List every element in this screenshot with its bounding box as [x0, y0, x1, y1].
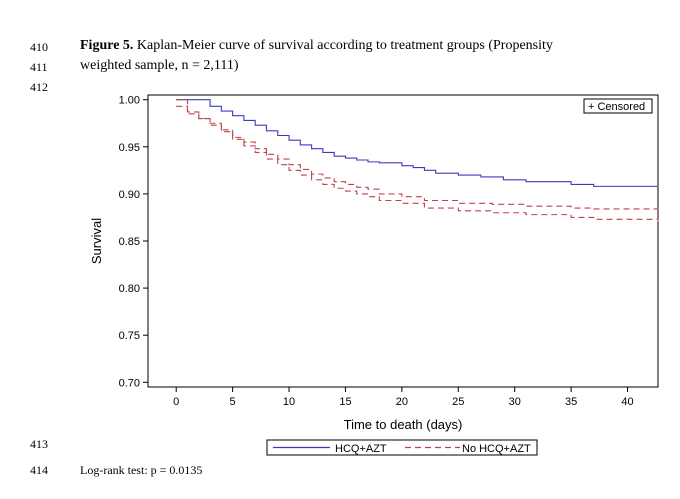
- line-number-411: 411: [30, 60, 48, 74]
- survival-curve-no-hcq-azt: [176, 105, 659, 210]
- series-legend-box: [266, 439, 538, 456]
- line-number-414: 414: [30, 463, 48, 477]
- figure-label: Figure 5.: [80, 38, 134, 53]
- legend-label-hcq-azt: HCQ+AZT: [335, 443, 387, 455]
- figure-caption-line1: Figure 5. Kaplan-Meier curve of survival…: [80, 38, 553, 54]
- caption-text-1: Kaplan-Meier curve of survival according…: [133, 38, 553, 53]
- x-tick-label: 5: [230, 396, 236, 408]
- line-number-413: 413: [30, 437, 48, 451]
- x-tick-label: 20: [396, 396, 408, 408]
- survival-curve-no-hcq-azt-lower: [176, 99, 659, 223]
- y-axis: 0.70 0.75 0.80 0.85 0.90 0.95 1.00: [119, 95, 148, 389]
- y-axis-label: Survival: [89, 218, 104, 264]
- figure-caption-line2: weighted sample, n = 2,111): [80, 58, 239, 73]
- y-tick-label: 0.70: [119, 377, 140, 389]
- x-tick-label: 0: [173, 396, 179, 408]
- y-tick-label: 0.90: [119, 189, 140, 201]
- plot-frame: [147, 94, 659, 388]
- x-tick-label: 35: [565, 396, 577, 408]
- y-tick-label: 0.75: [119, 330, 140, 342]
- x-tick-label: 40: [621, 396, 633, 408]
- line-number-412: 412: [30, 80, 48, 94]
- x-tick-label: 10: [283, 396, 295, 408]
- survival-curves: [176, 99, 659, 223]
- censored-legend-box: [583, 98, 653, 114]
- y-tick-label: 0.95: [119, 142, 140, 154]
- survival-curve-hcq-azt: [176, 99, 659, 188]
- y-tick-label: 1.00: [119, 95, 140, 107]
- y-tick-label: 0.80: [119, 283, 140, 295]
- line-number-410: 410: [30, 40, 48, 54]
- censored-legend-label: + Censored: [588, 101, 645, 113]
- logrank-test-note: Log-rank test: p = 0.0135: [80, 463, 203, 477]
- x-axis-label: Time to death (days): [344, 417, 463, 432]
- x-tick-label: 15: [339, 396, 351, 408]
- x-tick-label: 25: [452, 396, 464, 408]
- legend-label-no-hcq-azt: No HCQ+AZT: [462, 443, 531, 455]
- x-tick-label: 30: [509, 396, 521, 408]
- x-axis: 0 5 10 15 20 25 30 35 40: [173, 387, 634, 408]
- y-tick-label: 0.85: [119, 236, 140, 248]
